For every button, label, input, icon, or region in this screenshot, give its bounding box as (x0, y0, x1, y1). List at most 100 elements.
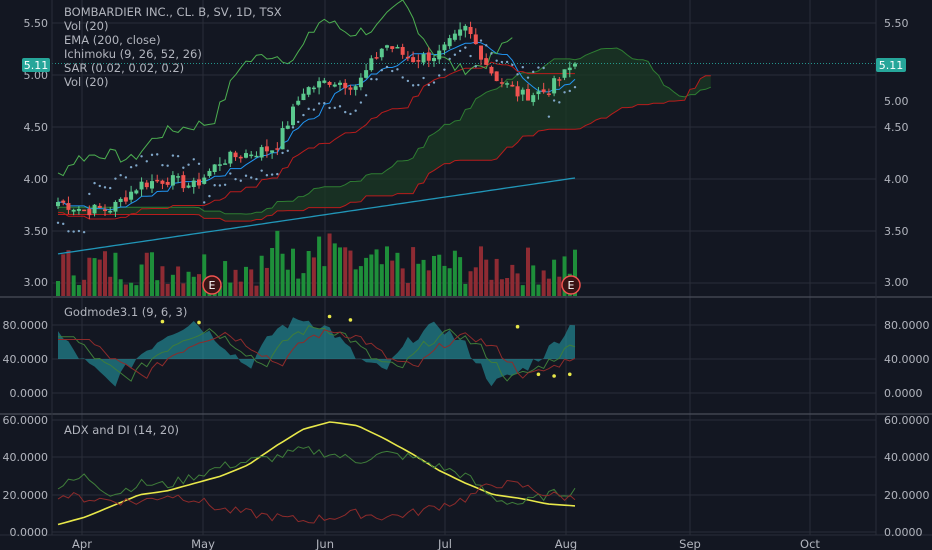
godmode-signal-dot (197, 320, 201, 325)
volume-bar (526, 247, 530, 296)
sar-dot (391, 69, 394, 73)
candle-body (176, 176, 181, 178)
candle-body (473, 34, 478, 45)
candle-body (291, 106, 295, 126)
sar-dot (208, 194, 211, 198)
candle-body (374, 57, 379, 59)
right-tick-3-00: 3.00 (884, 276, 909, 289)
sar-dot (443, 68, 446, 71)
volume-bar (520, 285, 525, 296)
candle-body (557, 79, 562, 81)
chikou-line (57, 0, 513, 177)
sar-dot (573, 85, 577, 89)
volume-bar (113, 252, 118, 296)
sar-dot (568, 89, 571, 93)
volume-bar (489, 279, 494, 296)
volume-bar (165, 283, 170, 296)
volume-bar (139, 264, 144, 296)
candle-body (228, 151, 233, 164)
candle-body (536, 91, 541, 95)
volume-bar (505, 277, 510, 296)
adx-left-60: 60.0000 (3, 414, 49, 427)
sar-dot (244, 174, 248, 177)
legend-volume-2[interactable]: Vol (20) (64, 75, 108, 89)
legend-ema[interactable]: EMA (200, close) (64, 33, 161, 47)
legend-title[interactable]: BOMBARDIER INC., CL. B, SV, 1D, TSX (64, 5, 282, 19)
candle-body (296, 100, 301, 105)
volume-bar (432, 255, 436, 296)
volume-bar (531, 265, 536, 296)
adx-legend[interactable]: ADX and DI (14, 20) (64, 423, 179, 437)
godmode-left-axis[interactable]: 80.0000 40.0000 0.0000 (3, 319, 49, 400)
last-price-badge-right: 5.11 (876, 58, 906, 72)
candle-body (155, 179, 160, 182)
candle-body (364, 70, 369, 78)
time-axis[interactable]: Apr May Jun Jul Aug Sep Oct (72, 537, 820, 550)
candle-body (343, 82, 348, 89)
adx-right-axis[interactable]: 60.0000 40.0000 20.0000 0.0000 (884, 414, 930, 539)
godmode-legend[interactable]: Godmode3.1 (9, 6, 3) (64, 305, 187, 319)
sar-dot (161, 163, 164, 167)
sar-dot (260, 169, 263, 172)
volume-bar (452, 250, 457, 296)
volume-bar (573, 249, 577, 296)
volume-bar (202, 254, 207, 296)
ichimoku-cloud (58, 47, 711, 222)
volume-bar (348, 250, 353, 296)
volume-bar (92, 258, 97, 296)
sar-dot (411, 84, 415, 87)
volume-bar (515, 273, 520, 296)
volume-bar (400, 268, 405, 296)
month-may: May (191, 537, 215, 550)
candle-body (395, 46, 400, 49)
godmode-pane (58, 314, 576, 387)
sar-dot (380, 68, 383, 72)
candle-body (254, 155, 259, 158)
sar-dot (223, 183, 227, 186)
sar-dot (255, 177, 258, 181)
legend-sar[interactable]: SAR (0.02, 0.02, 0.2) (64, 61, 184, 75)
sar-dot (276, 172, 279, 176)
adx-line (57, 421, 576, 526)
legend-ichimoku[interactable]: Ichimoku (9, 26, 52, 26) (64, 47, 202, 61)
sar-dot (333, 106, 336, 110)
volume-bar (494, 258, 499, 296)
right-price-axis[interactable]: 5.50 5.00 4.50 4.00 3.50 3.00 (884, 17, 909, 289)
candle-body (270, 150, 275, 153)
volume-bar (536, 284, 541, 296)
cloud-span-b (58, 75, 711, 222)
sar-dot (250, 176, 253, 179)
candle-body (139, 181, 144, 190)
godmode-right-axis[interactable]: 80.0000 40.0000 0.0000 (884, 319, 930, 400)
volume-bar (463, 283, 468, 296)
candle-body (520, 89, 525, 95)
adx-left-axis[interactable]: 60.0000 40.0000 20.0000 0.0000 (3, 414, 49, 539)
earnings-marker-2[interactable]: E (561, 275, 581, 295)
volume-bar (197, 274, 201, 296)
legend-volume[interactable]: Vol (20) (64, 19, 108, 33)
sar-dot (485, 44, 488, 47)
volume-bar (317, 236, 322, 296)
sar-dot (72, 230, 75, 233)
earnings-label-2: E (568, 279, 575, 292)
left-price-axis[interactable]: 5.50 5.00 4.50 4.00 3.50 3.00 (24, 17, 49, 289)
sar-dot (479, 39, 483, 42)
candle-body (82, 209, 87, 212)
candle-body (66, 203, 71, 210)
main-legend: BOMBARDIER INC., CL. B, SV, 1D, TSX Vol … (64, 5, 282, 89)
sar-dot (67, 230, 70, 233)
left-tick-4-50: 4.50 (24, 121, 49, 134)
candle-body (244, 153, 248, 158)
godmode-signal-dot (348, 318, 353, 322)
volume-bar (108, 276, 113, 296)
candle-body (510, 84, 515, 87)
earnings-marker-1[interactable]: E (202, 275, 222, 295)
volume-bar (176, 266, 181, 296)
godmode-signal-dot (567, 372, 572, 377)
volume-bar (249, 269, 254, 296)
candle-body (348, 87, 353, 90)
adx-right-20: 20.0000 (884, 489, 930, 502)
volume-bar (238, 281, 243, 296)
candle-body (505, 83, 510, 85)
